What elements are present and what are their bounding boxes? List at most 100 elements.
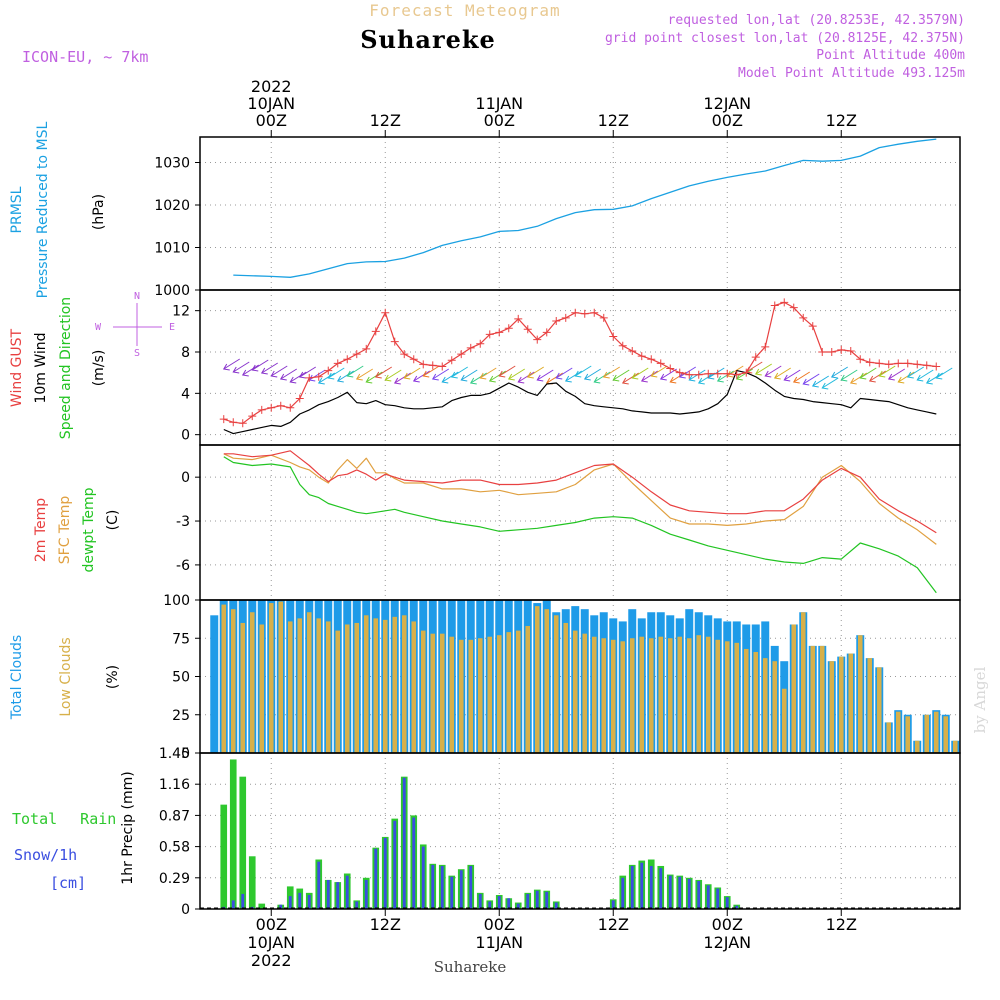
- low-cloud-bar: [696, 635, 702, 753]
- gust-marker: [647, 355, 656, 364]
- low-cloud-bar: [316, 618, 322, 753]
- y-tick-label: 100: [163, 593, 190, 609]
- low-cloud-bar: [686, 638, 692, 753]
- gust-marker: [542, 328, 551, 337]
- wind-arrowhead: [460, 374, 468, 382]
- wind-arrowhead: [336, 375, 344, 383]
- wind-arrowhead: [925, 377, 933, 385]
- top-time-label: 2022: [251, 77, 292, 96]
- gust-marker: [742, 368, 751, 377]
- wind-direction-arrow: [375, 366, 393, 378]
- wind-direction-arrow: [536, 369, 554, 381]
- wind-arrowhead: [422, 370, 430, 378]
- low-clouds-label: Low Clouds: [58, 637, 74, 716]
- gust-marker: [552, 317, 561, 325]
- frame-layer: [195, 130, 961, 916]
- footer-location: Suhareke: [434, 958, 507, 976]
- gust-marker: [229, 418, 238, 427]
- low-cloud-bar: [601, 638, 607, 753]
- temp2m-line: [223, 450, 937, 534]
- wind-arrowhead: [393, 377, 401, 385]
- low-cloud-bar: [610, 639, 616, 753]
- snow-bar: [231, 900, 235, 909]
- gust-label: Wind GUST: [9, 328, 25, 407]
- rain-bar: [239, 776, 247, 909]
- wind-arrowhead: [374, 371, 382, 379]
- snow-bar: [507, 898, 511, 909]
- snow-bar: [678, 876, 682, 909]
- wind-direction-arrow: [793, 371, 811, 383]
- gust-marker: [685, 370, 694, 379]
- wind-direction-arrow: [679, 366, 697, 378]
- rain-bar: [258, 903, 266, 909]
- low-cloud-bar: [325, 621, 331, 753]
- compass-w: W: [95, 322, 102, 333]
- gust-marker: [884, 360, 893, 369]
- gust-marker: [333, 359, 342, 368]
- snow-bar: [241, 893, 245, 909]
- grid-layer: [200, 137, 960, 909]
- wind-arrowhead: [716, 375, 724, 383]
- pressure-label-1: PRMSL: [9, 186, 25, 233]
- location-title: Suhareke: [360, 25, 496, 54]
- gust-marker: [390, 337, 399, 346]
- low-cloud-bar: [449, 636, 455, 753]
- gust-marker: [808, 322, 817, 331]
- gust-line: [223, 301, 937, 424]
- wind-direction-arrow: [327, 367, 345, 379]
- snow-bar: [374, 848, 378, 909]
- low-cloud-bar: [724, 641, 730, 753]
- snow-bar: [545, 891, 549, 909]
- top-time-label: 10JAN: [247, 94, 295, 113]
- top-time-label: 12Z: [598, 111, 629, 130]
- low-cloud-bar: [658, 636, 664, 753]
- snow-bar: [393, 820, 397, 909]
- snow-bar: [412, 817, 416, 909]
- y-tick-label: 25: [172, 708, 190, 724]
- gust-marker: [371, 327, 380, 336]
- wind-direction-arrow: [261, 362, 279, 374]
- wind-direction-arrow: [403, 367, 421, 379]
- low-cloud-bar: [582, 633, 588, 753]
- pressure-unit: (hPa): [91, 194, 107, 230]
- low-cloud-bar: [297, 618, 303, 753]
- low-cloud-bar: [857, 635, 863, 753]
- bottom-time-label: 2022: [251, 951, 292, 970]
- wind-arrowhead: [830, 371, 838, 379]
- wind-direction-arrow: [489, 370, 507, 382]
- gust-marker: [675, 368, 684, 377]
- low-cloud-bar: [525, 626, 531, 753]
- wind-direction-arrow: [356, 368, 374, 380]
- gust-marker: [457, 350, 466, 359]
- watermark: by Angel: [971, 666, 989, 733]
- low-cloud-bar: [838, 656, 844, 753]
- wind-direction-arrow: [441, 371, 459, 383]
- low-cloud-bar: [420, 630, 426, 753]
- wind-unit: (m/s): [91, 350, 107, 387]
- gust-marker: [922, 361, 931, 370]
- y-tick-label: 4: [181, 386, 190, 402]
- gust-marker: [476, 339, 485, 348]
- low-cloud-bar: [781, 688, 787, 753]
- gust-marker: [267, 403, 276, 412]
- y-tick-label: 1.45: [159, 746, 190, 762]
- wind-arrowhead: [431, 373, 439, 381]
- gust-marker: [694, 370, 703, 379]
- low-cloud-bar: [392, 616, 398, 753]
- clouds-unit: (%): [105, 665, 121, 689]
- bottom-time-label: 12Z: [826, 915, 857, 934]
- low-cloud-bar: [677, 636, 683, 753]
- gust-marker: [827, 348, 836, 356]
- gust-marker: [656, 359, 665, 368]
- low-cloud-bar: [230, 609, 236, 753]
- low-cloud-bar: [221, 604, 227, 753]
- model-altitude: Model Point Altitude 493.125m: [738, 66, 965, 81]
- snow-bar: [450, 876, 454, 909]
- low-cloud-bar: [458, 639, 464, 753]
- wind-arrowhead: [232, 366, 240, 374]
- rain-bar: [220, 804, 228, 909]
- low-cloud-bar: [401, 615, 407, 753]
- snow-bar: [630, 865, 634, 909]
- sfc-label: SFC Temp: [57, 496, 73, 565]
- low-cloud-bar: [924, 714, 930, 753]
